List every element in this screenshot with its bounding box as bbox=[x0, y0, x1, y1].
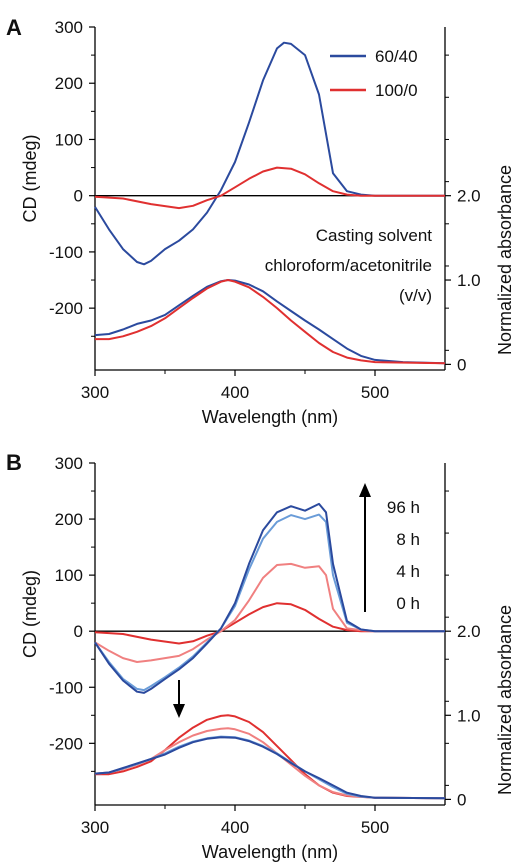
panel-a-y2-tick-label: 1.0 bbox=[457, 271, 481, 290]
panel-b-time-label: 96 h bbox=[387, 498, 420, 517]
panel-a-y-tick-label: 0 bbox=[74, 187, 83, 206]
panel-label-b: B bbox=[6, 450, 22, 475]
panel-b-series-cd-4-h bbox=[94, 562, 445, 663]
panel-a-legend-label: 60/40 bbox=[375, 47, 418, 66]
panel-a-x-tick-label: 300 bbox=[81, 383, 109, 402]
panel-b-absorbance-arrow-head bbox=[173, 704, 185, 718]
panel-a-y2-axis-label: Normalized absorbance bbox=[495, 165, 515, 355]
panel-b-y-tick-label: -200 bbox=[49, 734, 83, 753]
panel-a-y-axis-label: CD (mdeg) bbox=[20, 134, 40, 222]
panel-a-x-tick-label: 400 bbox=[221, 383, 249, 402]
panel-a-x-tick-label: 500 bbox=[361, 383, 389, 402]
panel-a-annotation-line: (v/v) bbox=[399, 286, 432, 305]
panel-b-y-tick-label: 100 bbox=[55, 566, 83, 585]
panel-b-x-tick-label: 500 bbox=[361, 818, 389, 837]
panel-a-y-tick-label: 200 bbox=[55, 74, 83, 93]
panel-label-a: A bbox=[6, 15, 22, 40]
panel-a-annotation-line: Casting solvent bbox=[316, 226, 433, 245]
panel-a-annotation-line: chloroform/acetonitrile bbox=[265, 256, 432, 275]
panel-a-legend-label: 100/0 bbox=[375, 81, 418, 100]
panel-b-y2-tick-label: 2.0 bbox=[457, 622, 481, 641]
panel-b-y-tick-label: 200 bbox=[55, 510, 83, 529]
panel-b-y-tick-label: 300 bbox=[55, 454, 83, 473]
panel-b-x-axis-label: Wavelength (nm) bbox=[202, 842, 338, 862]
panel-a-series-absorbance-100-0 bbox=[95, 279, 446, 365]
panel-b-y2-tick-label: 0 bbox=[457, 790, 466, 809]
panel-a-series-absorbance-60-40 bbox=[94, 279, 446, 365]
panel-b-series-cd-96-h bbox=[94, 502, 445, 694]
panel-b-time-arrow-head bbox=[359, 483, 371, 497]
panel-a-y2-tick-label: 0 bbox=[457, 355, 466, 374]
panel-b-series-absorbance-96-h bbox=[94, 736, 446, 800]
panel-b-time-label: 0 h bbox=[396, 594, 420, 613]
panel-b-series-absorbance-0-h bbox=[95, 714, 446, 800]
panel-b-time-label: 8 h bbox=[396, 530, 420, 549]
panel-a-x-axis-label: Wavelength (nm) bbox=[202, 407, 338, 427]
panel-a-y-tick-label: 100 bbox=[55, 130, 83, 149]
panel-b-series-absorbance-8-h bbox=[94, 735, 446, 800]
panel-a-y-tick-label: -100 bbox=[49, 243, 83, 262]
panel-b-y2-tick-label: 1.0 bbox=[457, 706, 481, 725]
panel-a-series-cd-60-40 bbox=[94, 41, 445, 266]
panel-a-y-tick-label: -200 bbox=[49, 299, 83, 318]
panel-a-series-cd-100-0 bbox=[94, 166, 445, 210]
panel-b-y-axis-label: CD (mdeg) bbox=[20, 570, 40, 658]
panel-b-y2-axis-label: Normalized absorbance bbox=[495, 605, 515, 795]
panel-b-y-tick-label: 0 bbox=[74, 622, 83, 641]
panel-b-x-tick-label: 300 bbox=[81, 818, 109, 837]
panel-b-series-cd-8-h bbox=[94, 513, 445, 692]
panel-a-y2-tick-label: 2.0 bbox=[457, 187, 481, 206]
panel-b-time-label: 4 h bbox=[396, 562, 420, 581]
panel-a-y-tick-label: 300 bbox=[55, 18, 83, 37]
panel-b-y-tick-label: -100 bbox=[49, 678, 83, 697]
panel-b-x-tick-label: 400 bbox=[221, 818, 249, 837]
panel-b-series-cd-0-h bbox=[94, 602, 445, 645]
